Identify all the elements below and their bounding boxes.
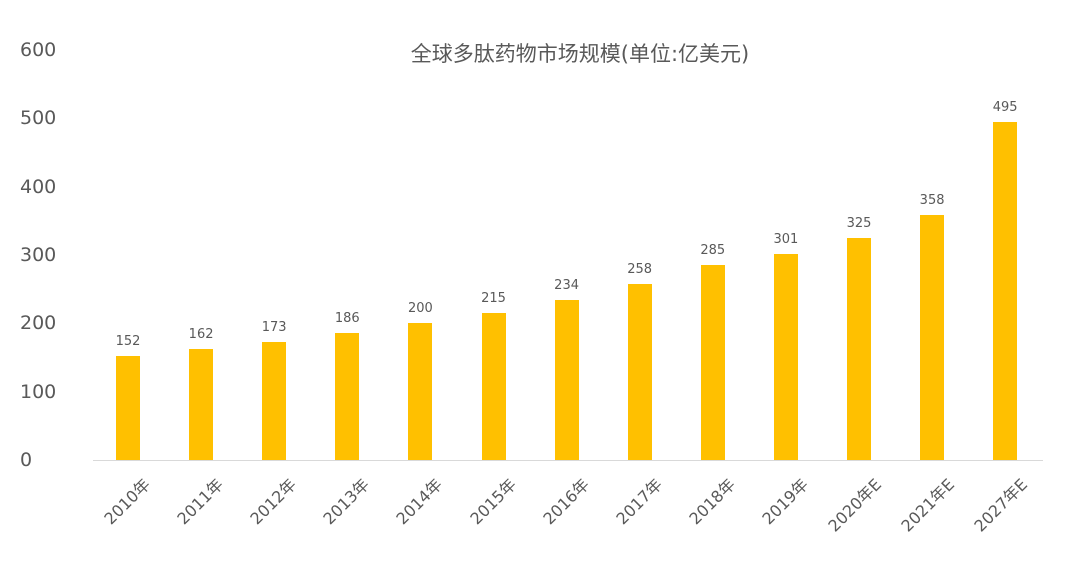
data-label: 495 xyxy=(992,99,1018,115)
x-tick-label: 2019年 xyxy=(758,474,812,529)
data-label: 162 xyxy=(188,327,214,343)
x-tick-label: 2021年E xyxy=(897,474,959,536)
x-tick-label: 2015年 xyxy=(465,474,520,529)
data-label: 285 xyxy=(700,243,726,259)
x-tick-label: 2027年E xyxy=(970,474,1032,536)
data-label: 186 xyxy=(334,310,360,326)
x-tick-label: 2014年 xyxy=(392,474,447,529)
bar xyxy=(116,356,140,460)
bar xyxy=(335,332,360,460)
x-tick-label: 2018年 xyxy=(685,474,739,529)
x-tick-label: 2013年 xyxy=(319,474,374,529)
y-tick-label: 400 xyxy=(20,175,57,198)
y-tick-label: 300 xyxy=(20,244,57,266)
bar xyxy=(189,349,214,460)
data-label: 152 xyxy=(115,334,141,350)
data-label: 200 xyxy=(407,301,433,317)
x-tick-label: 2020年E xyxy=(824,474,886,536)
x-tick-label: 2016年 xyxy=(539,474,593,529)
y-tick-label: 100 xyxy=(20,380,57,403)
data-label: 325 xyxy=(846,215,872,231)
bar xyxy=(847,237,871,460)
y-tick-label: 0 xyxy=(20,449,33,471)
bar xyxy=(481,313,506,460)
data-label: 301 xyxy=(773,232,799,248)
data-label: 215 xyxy=(481,291,506,307)
x-tick-label: 2012年 xyxy=(246,474,301,529)
bar xyxy=(262,341,287,460)
y-tick-label: 600 xyxy=(20,39,57,61)
bar xyxy=(993,121,1018,460)
bar xyxy=(408,323,433,460)
bar xyxy=(920,215,945,460)
chart-title: 全球多肽药物市场规模(单位:亿美元) xyxy=(410,42,750,66)
data-label: 173 xyxy=(261,319,287,335)
x-tick-label: 2010年 xyxy=(100,474,154,529)
y-tick-label: 500 xyxy=(20,107,57,130)
data-label: 258 xyxy=(627,261,653,277)
bar xyxy=(627,283,652,460)
x-axis-line xyxy=(93,460,1043,461)
x-tick-label: 2011年 xyxy=(173,474,228,529)
bar xyxy=(700,265,725,460)
data-label: 234 xyxy=(554,278,579,294)
data-label: 358 xyxy=(919,193,945,209)
bar xyxy=(773,254,798,460)
bar xyxy=(554,300,579,460)
y-tick-label: 200 xyxy=(20,312,57,335)
x-tick-label: 2017年 xyxy=(612,474,666,529)
